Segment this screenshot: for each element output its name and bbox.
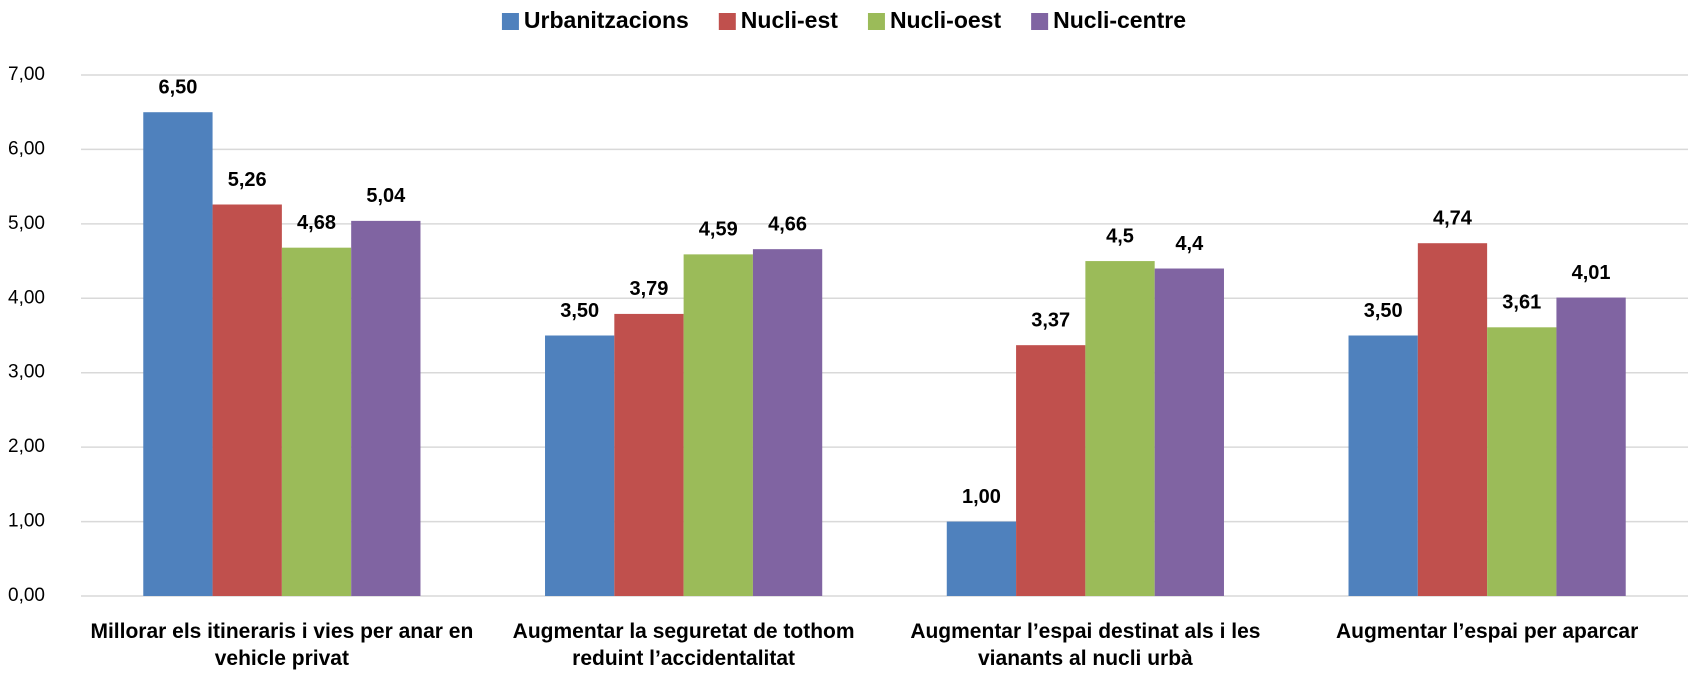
value-label: 3,79 (630, 278, 669, 300)
value-label: 4,66 (768, 213, 807, 235)
y-tick-label: 0,00 (8, 585, 45, 606)
legend-label: Nucli-oest (890, 7, 1002, 33)
value-label: 4,74 (1433, 207, 1473, 229)
legend-swatch (867, 13, 885, 30)
y-tick-label: 7,00 (8, 64, 45, 85)
x-tick-label: Millorar els itineraris i vies per anar … (90, 620, 473, 670)
value-label: 4,4 (1175, 233, 1204, 255)
x-tick-label: Augmentar la seguretat de tothom reduint … (513, 620, 855, 670)
y-tick-label: 4,00 (8, 287, 45, 308)
bar (614, 313, 684, 596)
legend-swatch (1031, 13, 1049, 30)
y-tick-label: 2,00 (8, 436, 45, 457)
value-label: 3,50 (1364, 300, 1403, 322)
value-label: 6,50 (158, 76, 197, 98)
bar (212, 204, 282, 596)
value-label: 3,61 (1502, 292, 1541, 314)
bar (1417, 243, 1488, 597)
bar (143, 112, 213, 596)
value-label: 3,37 (1031, 309, 1070, 331)
bar (1487, 327, 1557, 596)
bar (1556, 297, 1626, 596)
y-tick-label: 5,00 (8, 213, 45, 234)
y-tick-label: 6,00 (8, 138, 45, 159)
bar (683, 254, 753, 596)
bar (1154, 268, 1224, 596)
x-tick-label: Augmentar l’espai per aparcar (1336, 620, 1638, 643)
bar (1016, 345, 1086, 596)
bar (752, 249, 823, 597)
value-label: 1,00 (962, 486, 1001, 508)
bar (946, 521, 1017, 596)
value-label: 4,68 (297, 212, 336, 234)
legend-swatch (501, 13, 519, 30)
x-tick-label: Augmentar l’espai destinat als i les vian… (910, 620, 1260, 670)
bar (1085, 261, 1155, 596)
y-tick-label: 1,00 (8, 511, 45, 532)
bar (1348, 335, 1418, 596)
legend-label: Nucli-est (741, 7, 838, 33)
value-label: 4,01 (1572, 262, 1611, 284)
value-label: 3,50 (560, 300, 599, 322)
legend-label: Nucli-centre (1053, 7, 1186, 33)
value-label: 5,26 (228, 169, 267, 191)
value-label: 4,5 (1106, 225, 1134, 247)
legend-label: Urbanitzacions (524, 7, 689, 33)
bar (281, 247, 352, 596)
bar (351, 220, 421, 596)
value-label: 5,04 (366, 185, 406, 207)
value-label: 4,59 (699, 219, 738, 241)
legend-swatch (718, 13, 736, 30)
bar (545, 335, 615, 596)
y-tick-label: 3,00 (8, 362, 45, 383)
